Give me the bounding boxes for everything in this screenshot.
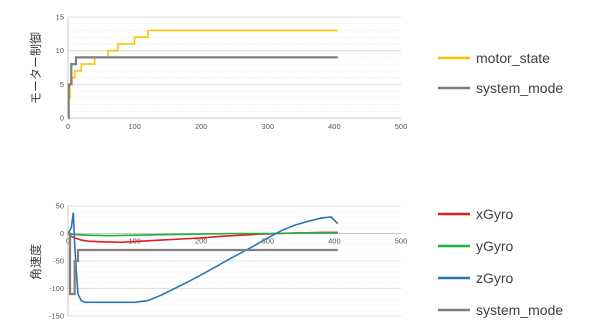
x-tick-label: 100 xyxy=(128,122,141,131)
legend-label-zGyro: zGyro xyxy=(476,270,514,286)
legend-label-motor_state: motor_state xyxy=(476,50,550,66)
y-tick-label: 0 xyxy=(60,229,64,238)
x-tick-label: 500 xyxy=(395,237,408,246)
series-line-yGyro xyxy=(67,232,338,237)
x-tick-label: 200 xyxy=(195,122,208,131)
y-tick-label: -150 xyxy=(49,312,64,321)
y-axis-label: モーター制御 xyxy=(28,32,43,104)
legend-label-yGyro: yGyro xyxy=(476,238,514,254)
plot-area xyxy=(68,17,401,118)
x-tick-label: 400 xyxy=(328,122,341,131)
legend-label-xGyro: xGyro xyxy=(476,206,514,222)
series-line-system_mode xyxy=(68,232,338,296)
x-tick-label: 200 xyxy=(195,237,208,246)
y-tick-label: -100 xyxy=(49,284,64,293)
legend-label-system_mode: system_mode xyxy=(476,80,563,96)
y-tick-label: 10 xyxy=(56,46,64,55)
x-tick-label: 0 xyxy=(66,237,70,246)
y-tick-label: 0 xyxy=(60,114,64,123)
y-tick-label: 50 xyxy=(56,202,64,211)
x-tick-label: 500 xyxy=(395,122,408,131)
chart-motor-control: 0 5 10 15 0 100 200 300 400 500 モーター制御 motor_states… xyxy=(28,13,563,132)
y-tick-label: -50 xyxy=(53,257,64,266)
x-tick-label: 400 xyxy=(328,237,341,246)
legend-label-system_mode: system_mode xyxy=(476,302,563,318)
y-axis-label: 角速度 xyxy=(28,244,43,280)
x-tick-label: 300 xyxy=(262,122,275,131)
series-line-system_mode xyxy=(67,56,338,120)
series-line-zGyro xyxy=(67,212,339,304)
y-tick-label: 5 xyxy=(60,80,64,89)
x-tick-label: 300 xyxy=(262,237,275,246)
y-tick-label: 15 xyxy=(56,13,64,22)
x-tick-label: 0 xyxy=(66,122,70,131)
